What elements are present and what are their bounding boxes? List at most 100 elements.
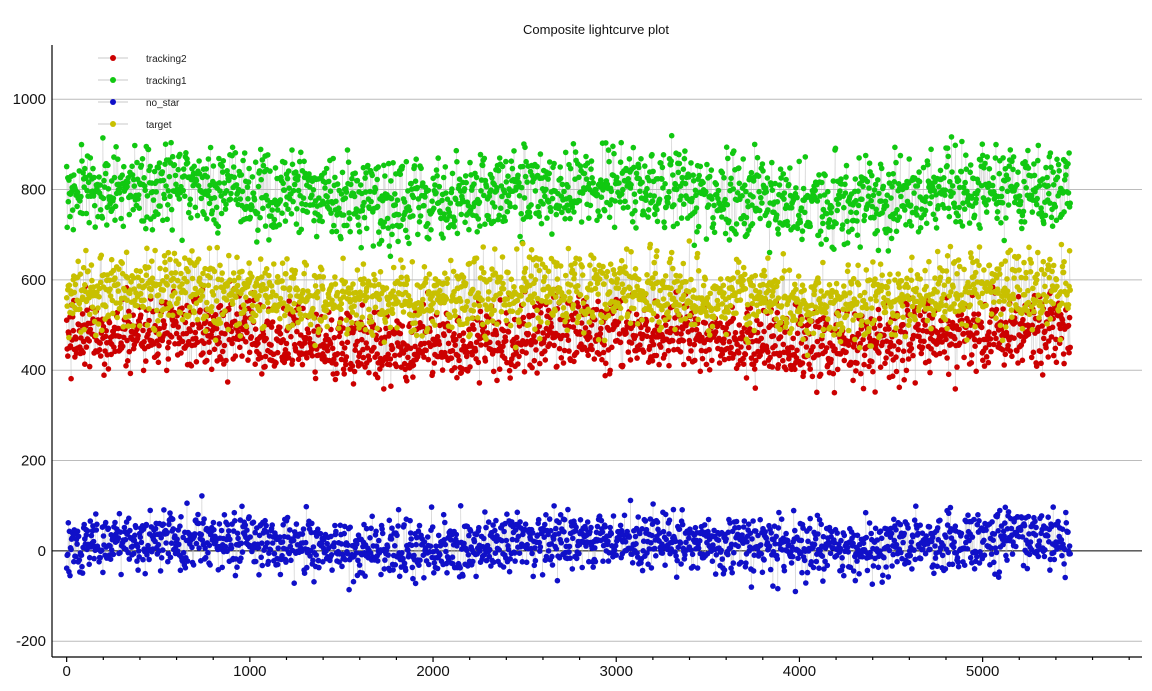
data-point-tracking2 bbox=[877, 322, 883, 329]
data-point-tracking1 bbox=[420, 180, 426, 186]
data-point-tracking2 bbox=[453, 336, 459, 343]
data-point-no_star bbox=[416, 522, 423, 529]
data-point-tracking2 bbox=[363, 340, 370, 346]
data-point-tracking2 bbox=[649, 358, 656, 364]
data-point-tracking1 bbox=[400, 216, 406, 223]
data-point-tracking1 bbox=[187, 196, 194, 203]
data-point-no_star bbox=[662, 562, 668, 568]
data-point-tracking1 bbox=[175, 166, 181, 173]
data-point-tracking2 bbox=[905, 356, 912, 362]
data-point-tracking1 bbox=[327, 188, 334, 194]
data-point-no_star bbox=[290, 537, 297, 544]
data-point-tracking1 bbox=[298, 226, 305, 233]
data-point-no_star bbox=[252, 558, 259, 565]
data-point-no_star bbox=[259, 562, 266, 569]
data-point-tracking1 bbox=[551, 160, 557, 167]
data-point-tracking1 bbox=[945, 153, 951, 160]
data-point-tracking2 bbox=[1029, 322, 1036, 329]
data-point-tracking1 bbox=[516, 179, 522, 186]
data-point-no_star bbox=[501, 528, 507, 535]
data-point-tracking1 bbox=[160, 217, 166, 224]
data-point-tracking1 bbox=[295, 187, 302, 194]
data-point-no_star bbox=[407, 517, 413, 524]
data-point-no_star bbox=[673, 574, 680, 580]
data-point-no_star bbox=[500, 564, 507, 570]
data-point-tracking1 bbox=[381, 219, 388, 226]
data-point-tracking2 bbox=[415, 353, 421, 360]
data-point-tracking1 bbox=[417, 213, 424, 219]
data-point-tracking2 bbox=[986, 329, 992, 335]
data-point-no_star bbox=[677, 540, 684, 546]
data-point-tracking2 bbox=[860, 385, 867, 392]
data-point-tracking1 bbox=[861, 217, 867, 224]
data-point-tracking1 bbox=[354, 177, 361, 184]
data-point-tracking1 bbox=[141, 183, 148, 189]
data-point-tracking1 bbox=[380, 223, 387, 230]
data-point-tracking2 bbox=[869, 358, 875, 365]
data-point-tracking1 bbox=[476, 199, 483, 205]
data-point-tracking1 bbox=[723, 144, 730, 150]
data-point-tracking1 bbox=[167, 193, 173, 200]
data-point-tracking1 bbox=[369, 172, 376, 179]
data-point-tracking2 bbox=[1043, 344, 1049, 351]
data-point-tracking1 bbox=[434, 173, 440, 179]
series-points bbox=[63, 132, 1073, 595]
data-point-tracking1 bbox=[682, 148, 688, 154]
data-point-no_star bbox=[709, 558, 716, 564]
data-point-tracking1 bbox=[83, 175, 89, 181]
data-point-tracking1 bbox=[424, 220, 431, 227]
data-point-tracking2 bbox=[893, 368, 900, 375]
data-point-tracking1 bbox=[286, 185, 293, 191]
data-point-tracking2 bbox=[912, 380, 918, 386]
data-point-no_star bbox=[695, 545, 702, 551]
data-point-tracking2 bbox=[213, 325, 220, 332]
data-point-tracking1 bbox=[801, 209, 808, 216]
data-point-tracking2 bbox=[500, 327, 507, 334]
data-point-tracking1 bbox=[959, 223, 966, 229]
data-point-tracking2 bbox=[223, 357, 229, 364]
data-point-no_star bbox=[105, 525, 112, 532]
data-point-tracking2 bbox=[493, 331, 500, 338]
data-point-tracking2 bbox=[381, 386, 387, 392]
data-point-tracking1 bbox=[281, 187, 288, 193]
data-point-tracking1 bbox=[213, 204, 220, 211]
data-point-tracking2 bbox=[740, 355, 746, 362]
data-point-tracking1 bbox=[100, 195, 107, 202]
data-point-tracking1 bbox=[570, 141, 577, 147]
data-point-tracking2 bbox=[156, 325, 163, 332]
data-point-tracking1 bbox=[793, 185, 799, 191]
data-point-tracking2 bbox=[252, 326, 259, 333]
data-point-tracking1 bbox=[1023, 185, 1029, 191]
data-point-tracking1 bbox=[265, 152, 271, 158]
data-point-tracking1 bbox=[766, 249, 773, 256]
data-point-tracking2 bbox=[585, 352, 591, 359]
data-point-tracking1 bbox=[471, 181, 477, 187]
data-point-tracking1 bbox=[204, 174, 211, 180]
data-point-tracking2 bbox=[312, 375, 319, 382]
data-point-tracking1 bbox=[227, 196, 234, 202]
data-point-tracking1 bbox=[100, 135, 106, 141]
data-point-tracking1 bbox=[1017, 198, 1024, 205]
data-point-tracking2 bbox=[407, 345, 414, 352]
data-point-tracking1 bbox=[289, 147, 295, 153]
data-point-tracking1 bbox=[1021, 178, 1027, 185]
data-point-tracking1 bbox=[130, 206, 136, 213]
data-point-tracking2 bbox=[1019, 357, 1026, 364]
data-point-tracking1 bbox=[478, 188, 484, 194]
data-point-tracking1 bbox=[338, 191, 345, 197]
data-point-no_star bbox=[378, 571, 384, 578]
data-point-tracking1 bbox=[386, 243, 393, 249]
data-point-no_star bbox=[566, 543, 573, 550]
data-point-tracking1 bbox=[855, 202, 862, 209]
data-point-no_star bbox=[201, 516, 207, 522]
data-point-no_star bbox=[293, 521, 300, 527]
data-point-tracking1 bbox=[1042, 212, 1049, 219]
data-point-tracking1 bbox=[238, 172, 245, 178]
data-point-tracking1 bbox=[605, 147, 612, 153]
data-point-tracking1 bbox=[814, 198, 821, 204]
data-point-tracking1 bbox=[787, 165, 793, 171]
data-point-tracking1 bbox=[86, 219, 92, 226]
data-point-tracking1 bbox=[290, 198, 296, 205]
data-point-tracking2 bbox=[571, 358, 577, 365]
data-point-tracking2 bbox=[1037, 348, 1044, 355]
